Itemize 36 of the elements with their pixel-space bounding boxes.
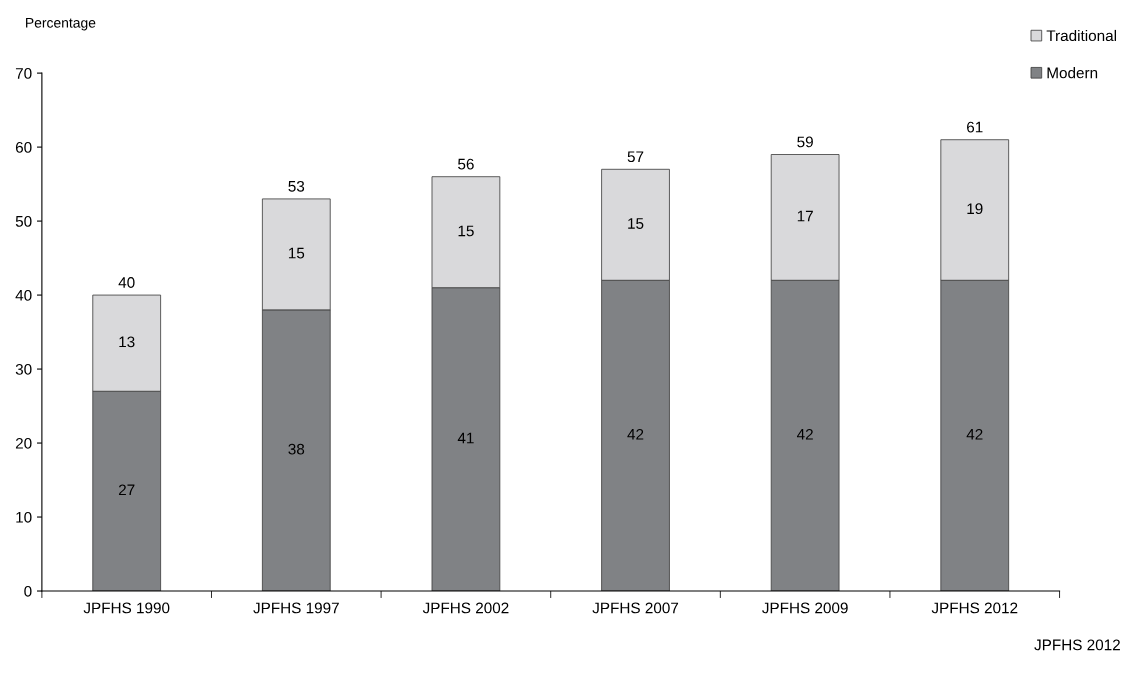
data-label: 19 — [967, 203, 983, 215]
y-tick-label: 10 — [16, 511, 32, 523]
total-label: 61 — [967, 121, 983, 133]
data-label: 42 — [796, 428, 813, 440]
legend-label: Traditional — [1046, 29, 1117, 42]
x-tick-label: JPFHS 1997 — [253, 602, 339, 614]
x-tick-label: JPFHS 2012 — [931, 602, 1018, 614]
data-label: 38 — [288, 443, 305, 455]
y-tick-label: 60 — [15, 141, 32, 153]
y-tick-label: 30 — [15, 363, 32, 375]
data-label: 13 — [119, 336, 135, 348]
data-label: 15 — [458, 225, 474, 237]
y-tick-label: 40 — [15, 289, 32, 301]
total-label: 53 — [288, 180, 305, 192]
x-tick-label: JPFHS 2009 — [762, 602, 848, 614]
x-tick-label: JPFHS 2007 — [592, 602, 679, 614]
total-label: 57 — [627, 151, 644, 163]
text: JPFHS 2012 — [1034, 639, 1120, 651]
y-tick-label: 0 — [24, 585, 32, 597]
data-label: 27 — [118, 484, 135, 496]
total-label: 40 — [118, 277, 135, 288]
data-label: 15 — [288, 247, 305, 259]
y-tick-label: 70 — [15, 67, 32, 79]
x-tick-label: JPFHS 2002 — [422, 602, 509, 614]
total-label: 56 — [458, 158, 474, 170]
y-tick-label: 20 — [15, 437, 32, 449]
y-tick-label: 50 — [15, 215, 32, 227]
total-label: 59 — [797, 136, 813, 148]
data-label: 17 — [797, 210, 813, 222]
data-label: 15 — [628, 218, 644, 229]
y-axis-title: Percentage — [26, 18, 96, 31]
data-label: 42 — [627, 428, 644, 440]
data-label: 41 — [457, 432, 474, 444]
legend-label: Modern — [1047, 67, 1098, 79]
x-tick-label: JPFHS 1990 — [83, 602, 170, 614]
data-label: 42 — [966, 428, 983, 440]
